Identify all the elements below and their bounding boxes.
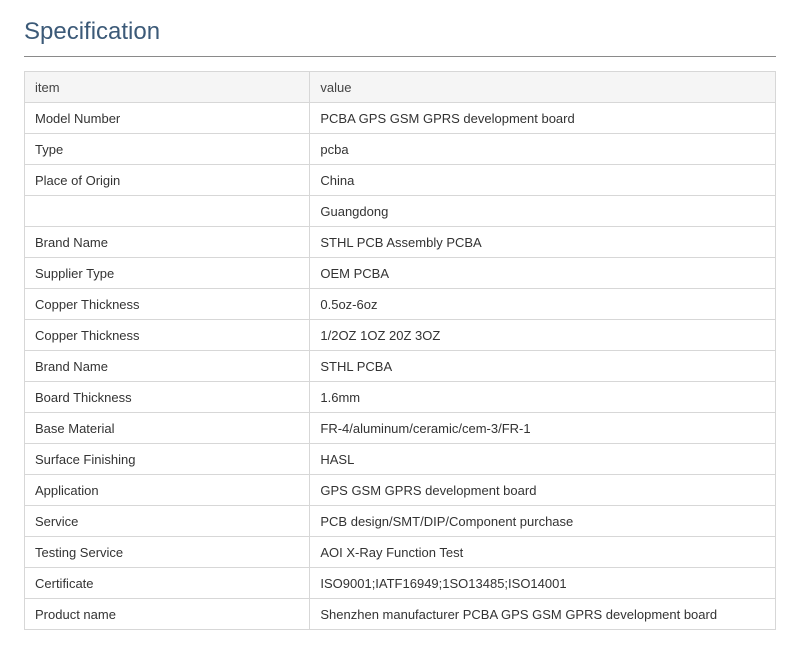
cell-item: Product name: [25, 599, 310, 630]
cell-item: Copper Thickness: [25, 289, 310, 320]
table-row: Place of OriginChina: [25, 165, 776, 196]
cell-value: 0.5oz-6oz: [310, 289, 776, 320]
spec-title: Specification: [24, 18, 776, 57]
table-row: CertificateISO9001;IATF16949;1SO13485;IS…: [25, 568, 776, 599]
cell-value: Shenzhen manufacturer PCBA GPS GSM GPRS …: [310, 599, 776, 630]
cell-value: STHL PCB Assembly PCBA: [310, 227, 776, 258]
cell-item: Model Number: [25, 103, 310, 134]
cell-value: 1.6mm: [310, 382, 776, 413]
table-row: ServicePCB design/SMT/DIP/Component purc…: [25, 506, 776, 537]
spec-table: item value Model NumberPCBA GPS GSM GPRS…: [24, 71, 776, 630]
cell-value: ISO9001;IATF16949;1SO13485;ISO14001: [310, 568, 776, 599]
table-row: Testing ServiceAOI X-Ray Function Test: [25, 537, 776, 568]
cell-value: GPS GSM GPRS development board: [310, 475, 776, 506]
table-row: Model NumberPCBA GPS GSM GPRS developmen…: [25, 103, 776, 134]
cell-value: pcba: [310, 134, 776, 165]
cell-item: Surface Finishing: [25, 444, 310, 475]
table-row: Base MaterialFR-4/aluminum/ceramic/cem-3…: [25, 413, 776, 444]
table-row: Guangdong: [25, 196, 776, 227]
table-row: Board Thickness1.6mm: [25, 382, 776, 413]
table-row: Copper Thickness0.5oz-6oz: [25, 289, 776, 320]
col-header-item: item: [25, 72, 310, 103]
cell-item: Board Thickness: [25, 382, 310, 413]
cell-value: PCBA GPS GSM GPRS development board: [310, 103, 776, 134]
col-header-value: value: [310, 72, 776, 103]
cell-item: Brand Name: [25, 227, 310, 258]
cell-value: FR-4/aluminum/ceramic/cem-3/FR-1: [310, 413, 776, 444]
cell-item: Application: [25, 475, 310, 506]
cell-item: Certificate: [25, 568, 310, 599]
cell-value: HASL: [310, 444, 776, 475]
cell-item: Service: [25, 506, 310, 537]
cell-item: Place of Origin: [25, 165, 310, 196]
cell-value: STHL PCBA: [310, 351, 776, 382]
cell-item: Base Material: [25, 413, 310, 444]
table-row: ApplicationGPS GSM GPRS development boar…: [25, 475, 776, 506]
cell-value: China: [310, 165, 776, 196]
cell-value: OEM PCBA: [310, 258, 776, 289]
cell-item: Supplier Type: [25, 258, 310, 289]
cell-item: Testing Service: [25, 537, 310, 568]
table-row: Product nameShenzhen manufacturer PCBA G…: [25, 599, 776, 630]
table-row: Copper Thickness1/2OZ 1OZ 20Z 3OZ: [25, 320, 776, 351]
table-row: Typepcba: [25, 134, 776, 165]
cell-value: 1/2OZ 1OZ 20Z 3OZ: [310, 320, 776, 351]
cell-value: AOI X-Ray Function Test: [310, 537, 776, 568]
table-header-row: item value: [25, 72, 776, 103]
cell-value: Guangdong: [310, 196, 776, 227]
table-row: Surface FinishingHASL: [25, 444, 776, 475]
cell-item: Type: [25, 134, 310, 165]
cell-item: Brand Name: [25, 351, 310, 382]
cell-value: PCB design/SMT/DIP/Component purchase: [310, 506, 776, 537]
table-row: Supplier TypeOEM PCBA: [25, 258, 776, 289]
cell-item: [25, 196, 310, 227]
table-row: Brand NameSTHL PCB Assembly PCBA: [25, 227, 776, 258]
table-row: Brand NameSTHL PCBA: [25, 351, 776, 382]
cell-item: Copper Thickness: [25, 320, 310, 351]
